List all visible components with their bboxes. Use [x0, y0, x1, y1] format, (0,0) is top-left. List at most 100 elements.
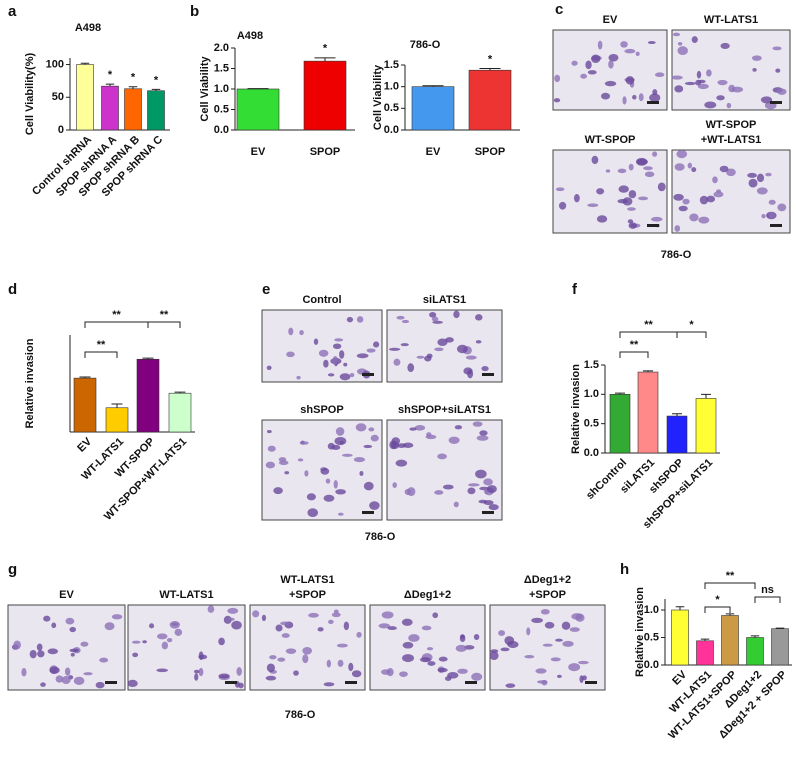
panel-letter: a	[8, 3, 17, 20]
y-tick-label: 1.0	[384, 81, 399, 93]
cell	[299, 329, 304, 336]
error-bar	[111, 403, 123, 408]
cell	[302, 654, 309, 664]
bar	[746, 637, 764, 666]
cell	[83, 672, 93, 676]
cell	[280, 621, 291, 626]
cell	[218, 673, 230, 679]
panel-letter: g	[8, 561, 17, 578]
error-bar	[643, 370, 653, 373]
cell	[278, 457, 287, 462]
cell	[596, 215, 608, 223]
cell	[558, 201, 567, 210]
error-bar	[128, 86, 138, 89]
cell	[674, 225, 681, 232]
cell	[161, 641, 169, 650]
cell	[772, 46, 782, 51]
cell	[306, 493, 316, 501]
scale-bar	[345, 681, 357, 684]
cell	[728, 84, 736, 93]
bracket	[704, 582, 756, 589]
cell	[332, 343, 342, 350]
cell	[399, 671, 408, 677]
micrograph	[552, 149, 668, 234]
bracket	[676, 331, 707, 338]
cell	[323, 359, 329, 368]
bracket	[84, 321, 149, 328]
x-tick-label: EV	[251, 146, 266, 158]
cell	[363, 481, 374, 491]
cell	[580, 73, 588, 79]
cell	[608, 60, 614, 69]
cell	[676, 150, 688, 159]
cell	[328, 619, 334, 624]
cell	[297, 458, 304, 462]
scale-bar	[482, 373, 494, 376]
cell	[149, 623, 155, 629]
cell	[587, 70, 597, 75]
cell	[21, 667, 27, 677]
cell	[555, 638, 563, 642]
bar	[721, 615, 739, 666]
cell	[228, 617, 235, 621]
cell	[453, 310, 460, 319]
cell	[473, 633, 480, 640]
cell	[47, 648, 59, 655]
cell	[682, 198, 690, 205]
cell	[553, 98, 561, 103]
cell	[628, 163, 634, 171]
cell	[467, 487, 476, 495]
cell	[726, 168, 736, 177]
cell	[650, 216, 663, 222]
y-tick-label: 0.0	[584, 447, 599, 459]
cell	[657, 182, 666, 192]
x-tick-label: EV	[75, 435, 94, 454]
cell	[308, 612, 319, 618]
cell	[756, 187, 768, 195]
error-bar	[675, 606, 685, 610]
error-bar	[142, 357, 154, 360]
error-bar	[750, 635, 760, 638]
cell	[318, 349, 329, 357]
cell	[356, 353, 369, 359]
image-label: WT-SPOP	[706, 119, 757, 131]
cell	[425, 434, 437, 440]
cell	[489, 651, 499, 661]
cell	[775, 68, 781, 73]
image-label: ΔDeg1+2	[404, 589, 451, 601]
cell	[465, 355, 477, 360]
cell	[713, 191, 724, 198]
image-label: siLATS1	[423, 294, 466, 306]
cell	[453, 501, 459, 508]
micrograph-bg	[552, 149, 668, 234]
cell	[339, 440, 344, 445]
cell	[674, 163, 685, 171]
cell	[369, 501, 380, 510]
x-tick-label: shControl	[584, 457, 629, 502]
cell	[421, 625, 432, 631]
cell	[104, 622, 115, 631]
cell	[696, 70, 702, 79]
cell	[636, 158, 648, 165]
cell	[335, 427, 345, 436]
cell	[697, 83, 709, 90]
panel-letter: c	[555, 1, 563, 18]
cell	[386, 668, 394, 677]
cell	[475, 469, 487, 479]
cell	[689, 213, 699, 222]
cell	[479, 430, 488, 436]
cell	[475, 314, 483, 321]
cell	[561, 621, 571, 630]
bracket	[704, 606, 731, 613]
error-bar	[79, 376, 91, 379]
cell	[768, 199, 776, 205]
cell	[286, 351, 295, 358]
cell	[483, 500, 494, 506]
image-label: ΔDeg1+2	[524, 574, 571, 586]
cell	[624, 48, 636, 54]
y-tick-label: 1.5	[214, 62, 229, 74]
cell	[261, 614, 267, 622]
cell	[337, 659, 344, 667]
cell	[265, 461, 276, 469]
cell	[73, 676, 85, 685]
